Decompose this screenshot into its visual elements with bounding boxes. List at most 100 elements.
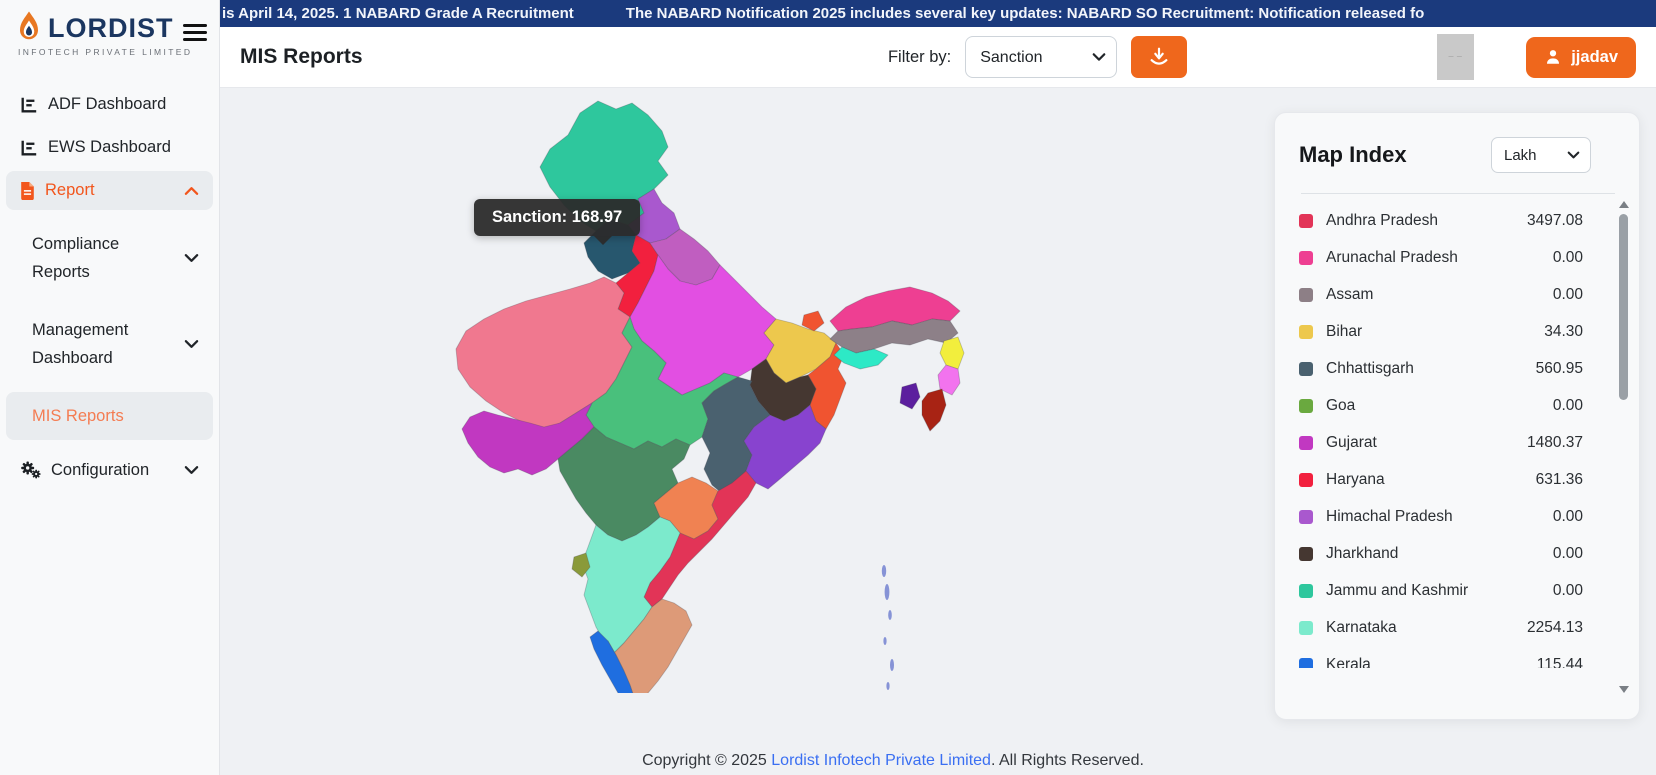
- state-color-swatch: [1299, 546, 1313, 561]
- map-index-row[interactable]: Jammu and Kashmir 0.00: [1299, 572, 1583, 609]
- sidebar-item-compliance-reports[interactable]: Compliance Reports: [6, 220, 213, 296]
- map-index-row[interactable]: Gujarat 1480.37: [1299, 424, 1583, 461]
- flame-logo-icon: [20, 11, 38, 40]
- footer-copyright: Copyright © 2025 Lordist Infotech Privat…: [220, 752, 1566, 770]
- sidebar-item-adf-dashboard[interactable]: ADF Dashboard: [6, 85, 213, 124]
- sidebar-item-ews-dashboard[interactable]: EWS Dashboard: [6, 128, 213, 167]
- state-color-swatch: [1299, 324, 1313, 339]
- unit-select[interactable]: Lakh: [1491, 137, 1591, 173]
- sidebar-item-label: MIS Reports: [32, 407, 124, 426]
- map-index-row[interactable]: Himachal Pradesh 0.00: [1299, 498, 1583, 535]
- map-index-row[interactable]: Jharkhand 0.00: [1299, 535, 1583, 572]
- sidebar-item-label: EWS Dashboard: [48, 138, 171, 156]
- scroll-up-arrow-icon[interactable]: [1619, 201, 1629, 208]
- person-icon: [1547, 50, 1560, 64]
- map-index-row[interactable]: Bihar 34.30: [1299, 313, 1583, 350]
- state-name: Andhra Pradesh: [1326, 211, 1439, 229]
- divider: [1301, 193, 1615, 194]
- map-tooltip: Sanction: 168.97: [474, 199, 641, 245]
- state-manipur[interactable]: [937, 364, 961, 396]
- bar-chart-icon: [21, 97, 37, 112]
- sidebar-item-report[interactable]: Report: [6, 171, 213, 210]
- map-index-row[interactable]: Andhra Pradesh 3497.08: [1299, 202, 1583, 239]
- state-color-swatch: [1299, 361, 1313, 376]
- sidebar-item-configuration[interactable]: Configuration: [6, 450, 213, 490]
- state-value: 115.44: [1536, 655, 1583, 669]
- chevron-down-icon: [184, 254, 199, 262]
- chevron-up-icon: [184, 186, 199, 195]
- state-value: 0.00: [1552, 285, 1583, 303]
- state-tripura[interactable]: [899, 382, 921, 410]
- legend-scrollbar[interactable]: [1618, 201, 1630, 693]
- map-index-panel: Map Index Lakh Andhra Pradesh 3497.08 Ar…: [1274, 112, 1640, 720]
- map-index-title: Map Index: [1299, 142, 1407, 167]
- state-color-swatch: [1299, 583, 1313, 598]
- state-name: Assam: [1326, 285, 1374, 303]
- state-nagaland[interactable]: [939, 336, 965, 370]
- andaman-islands[interactable]: [881, 565, 894, 690]
- state-sikkim[interactable]: [801, 310, 825, 332]
- state-color-swatch: [1299, 250, 1313, 265]
- map-index-row[interactable]: Assam 0.00: [1299, 276, 1583, 313]
- state-name: Arunachal Pradesh: [1326, 248, 1458, 266]
- state-value: 0.00: [1552, 396, 1583, 414]
- logo: LORDIST INFOTECH PRIVATE LIMITED: [0, 0, 219, 63]
- state-name: Bihar: [1326, 322, 1363, 340]
- state-name: Haryana: [1326, 470, 1385, 488]
- map-index-row[interactable]: Karnataka 2254.13: [1299, 609, 1583, 646]
- filter-by-label: Filter by:: [887, 47, 952, 66]
- state-mizoram[interactable]: [921, 388, 947, 432]
- state-name: Kerala: [1326, 655, 1371, 669]
- sidebar-item-label: ADF Dashboard: [48, 95, 167, 113]
- state-color-swatch: [1299, 509, 1313, 524]
- sidebar-item-mis-reports[interactable]: MIS Reports: [6, 392, 213, 441]
- logo-title: LORDIST: [48, 12, 174, 43]
- ticker-text-2: The NABARD Notification 2025 includes se…: [625, 5, 1425, 22]
- map-index-row[interactable]: Kerala 115.44: [1299, 646, 1583, 668]
- sidebar-item-label: Configuration: [51, 460, 150, 479]
- state-color-swatch: [1299, 472, 1313, 487]
- gears-icon: [21, 461, 41, 479]
- filter-select[interactable]: Sanction: [965, 36, 1118, 78]
- scroll-down-arrow-icon[interactable]: [1619, 686, 1629, 693]
- main-content: Sanction: 168.97 Map Index Lakh Andhra P…: [220, 88, 1656, 775]
- state-color-swatch: [1299, 435, 1313, 450]
- state-name: Jharkhand: [1326, 544, 1399, 562]
- user-button[interactable]: jjadav: [1526, 36, 1636, 78]
- report-file-icon: [21, 181, 34, 200]
- state-color-swatch: [1299, 287, 1313, 302]
- sidebar-item-management-dashboard[interactable]: Management Dashboard: [6, 306, 213, 382]
- scrollbar-thumb[interactable]: [1619, 214, 1628, 400]
- copyright-suffix: . All Rights Reserved.: [990, 752, 1144, 769]
- copyright-prefix: Copyright © 2025: [642, 752, 772, 769]
- chevron-down-icon: [184, 340, 199, 349]
- state-gujarat[interactable]: [461, 402, 595, 476]
- state-andhra-pradesh[interactable]: [643, 470, 757, 608]
- company-link[interactable]: Lordist Infotech Private Limited: [771, 752, 991, 769]
- state-bihar[interactable]: [763, 318, 837, 384]
- state-name: Goa: [1326, 396, 1356, 414]
- state-value: 560.95: [1535, 359, 1583, 377]
- map-index-row[interactable]: Chhattisgarh 560.95: [1299, 350, 1583, 387]
- download-icon: [1150, 47, 1168, 65]
- news-ticker: is April 14, 2025. 1 NABARD Grade A Recr…: [220, 0, 1656, 27]
- state-value: 2254.13: [1526, 618, 1583, 636]
- state-value: 0.00: [1552, 507, 1583, 525]
- state-name: Himachal Pradesh: [1326, 507, 1453, 525]
- username-label: jjadav: [1571, 47, 1618, 66]
- sidebar-item-label: Report: [45, 181, 95, 199]
- map-index-row[interactable]: Haryana 631.36: [1299, 461, 1583, 498]
- map-index-row[interactable]: Goa 0.00: [1299, 387, 1583, 424]
- state-meghalaya[interactable]: [833, 346, 889, 370]
- state-legend-list: Andhra Pradesh 3497.08 Arunachal Pradesh…: [1299, 202, 1617, 668]
- logo-subtitle: INFOTECH PRIVATE LIMITED: [18, 47, 193, 57]
- hamburger-menu-icon[interactable]: [183, 20, 207, 45]
- state-goa[interactable]: [571, 552, 591, 578]
- state-value: 631.36: [1535, 470, 1583, 488]
- state-value: 34.30: [1544, 322, 1583, 340]
- state-value: 0.00: [1552, 248, 1583, 266]
- state-color-swatch: [1299, 620, 1313, 635]
- map-index-row[interactable]: Arunachal Pradesh 0.00: [1299, 239, 1583, 276]
- download-button[interactable]: [1131, 36, 1188, 78]
